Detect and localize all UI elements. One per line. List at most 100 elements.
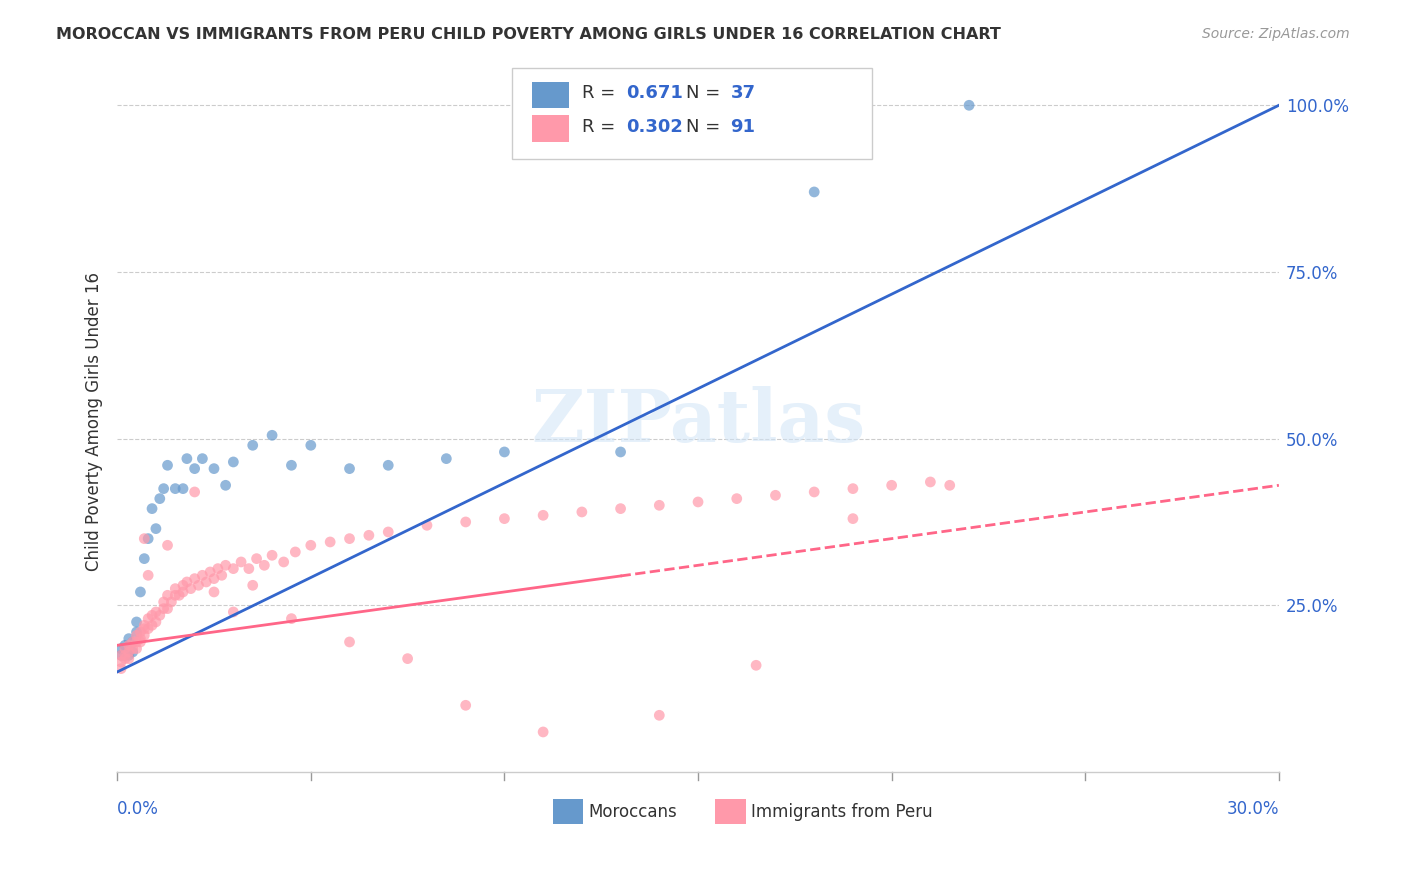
Text: N =: N = [686,118,727,136]
Point [191,451,214,466]
Point [152,601,174,615]
Text: Moroccans: Moroccans [589,803,678,821]
Point [299,438,322,452]
Point [165,588,187,602]
Text: MOROCCAN VS IMMIGRANTS FROM PERU CHILD POVERTY AMONG GIRLS UNDER 16 CORRELATION : MOROCCAN VS IMMIGRANTS FROM PERU CHILD P… [56,27,1001,42]
Point [110,648,132,663]
Point [160,595,183,609]
Text: Immigrants from Peru: Immigrants from Peru [751,803,934,821]
Point [609,445,631,459]
Text: R =: R = [582,84,621,102]
Point [284,545,307,559]
Point [648,498,671,512]
Text: 0.302: 0.302 [626,118,683,136]
Point [183,572,205,586]
Point [121,635,143,649]
Point [165,582,187,596]
Point [745,658,768,673]
Point [110,641,132,656]
Point [339,461,361,475]
Point [134,532,156,546]
Point [229,555,252,569]
Point [494,445,516,459]
Point [141,501,163,516]
Point [141,618,163,632]
Point [222,455,245,469]
Point [121,641,143,656]
Point [114,648,136,663]
Point [141,608,163,623]
Point [134,551,156,566]
Point [803,485,825,500]
Point [262,549,284,563]
Point [114,651,136,665]
Point [125,635,148,649]
FancyBboxPatch shape [512,69,872,160]
Point [136,532,159,546]
Point [110,648,132,663]
Point [134,628,156,642]
Text: ZIPatlas: ZIPatlas [531,386,865,458]
Point [125,628,148,642]
Text: 0.0%: 0.0% [117,800,159,818]
Point [145,615,167,629]
Point [118,632,141,646]
Point [134,622,156,636]
Text: 37: 37 [731,84,755,102]
Text: Source: ZipAtlas.com: Source: ZipAtlas.com [1202,27,1350,41]
Point [571,505,593,519]
Point [238,561,260,575]
Text: 91: 91 [731,118,755,136]
Point [377,458,399,473]
Point [214,558,236,573]
Point [118,638,141,652]
Point [118,648,141,663]
Point [339,532,361,546]
Bar [531,82,569,108]
Point [280,458,302,473]
Text: N =: N = [686,84,727,102]
Point [172,578,194,592]
Text: 30.0%: 30.0% [1226,800,1279,818]
Point [531,508,554,523]
Point [125,615,148,629]
Point [648,708,671,723]
Point [211,568,233,582]
Point [207,561,229,575]
Point [242,438,264,452]
Point [172,585,194,599]
Text: 0.671: 0.671 [626,84,683,102]
Point [156,538,179,552]
Point [494,511,516,525]
Point [110,662,132,676]
Point [118,651,141,665]
Point [156,588,179,602]
Point [165,482,187,496]
Point [136,622,159,636]
Point [134,618,156,632]
Point [176,574,198,589]
Point [531,725,554,739]
Point [686,495,709,509]
Point [110,655,132,669]
Point [222,561,245,575]
Bar [531,115,569,142]
Point [765,488,787,502]
Point [273,555,295,569]
Point [454,698,477,713]
Point [136,568,159,582]
Point [377,524,399,539]
Point [145,605,167,619]
Point [176,451,198,466]
Point [118,645,141,659]
Point [242,578,264,592]
Point [152,482,174,496]
Point [145,522,167,536]
Point [183,461,205,475]
Point [125,624,148,639]
Point [125,641,148,656]
Point [609,501,631,516]
Point [299,538,322,552]
Point [842,482,865,496]
Point [129,624,152,639]
